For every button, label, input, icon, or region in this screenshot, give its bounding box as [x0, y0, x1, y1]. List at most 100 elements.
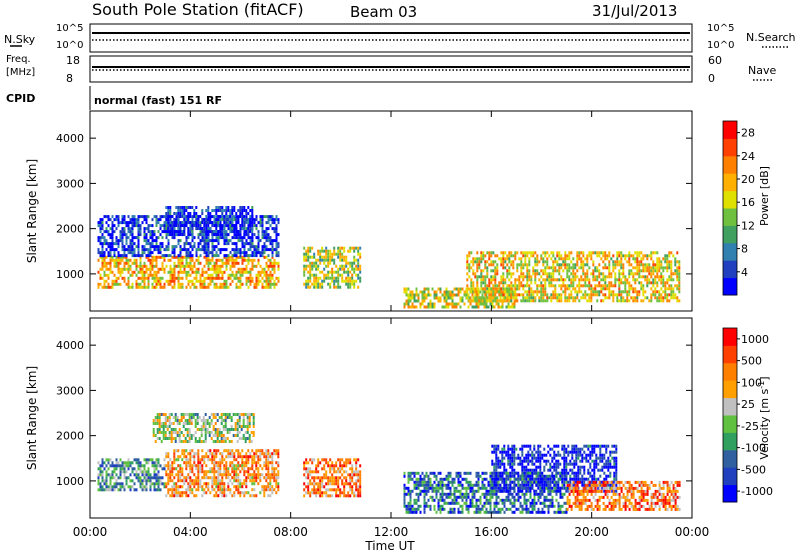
power-cell: [612, 263, 615, 267]
power-cell: [185, 206, 188, 209]
velocity-cell: [271, 458, 274, 462]
power-cell: [145, 239, 148, 243]
power-cell: [574, 290, 577, 294]
power-cell: [251, 258, 254, 262]
velocity-cell: [215, 482, 218, 486]
power-cell: [357, 252, 360, 256]
velocity-cell: [319, 491, 322, 495]
velocity-cell: [233, 455, 236, 459]
power-cell: [147, 215, 150, 219]
power-cell: [265, 264, 268, 268]
power-cell: [233, 273, 236, 277]
power-cell: [652, 272, 655, 276]
velocity-cell: [329, 464, 332, 468]
power-cell: [243, 215, 246, 218]
velocity-cell: [185, 467, 188, 471]
power-cell: [219, 206, 222, 209]
power-cell: [231, 227, 234, 230]
power-cell: [586, 260, 589, 264]
velocity-cell: [164, 416, 167, 419]
velocity-cell: [151, 476, 154, 480]
power-cell: [538, 278, 541, 282]
velocity-cell: [191, 491, 194, 495]
power-cell: [472, 263, 475, 267]
power-cell: [99, 230, 102, 234]
power-cell: [522, 251, 525, 255]
velocity-cell: [409, 498, 412, 502]
power-cell: [476, 260, 479, 264]
velocity-cell: [441, 480, 444, 484]
power-cell: [215, 233, 218, 236]
velocity-cell: [188, 422, 191, 425]
power-cell: [490, 260, 493, 264]
velocity-cell: [236, 419, 239, 422]
velocity-cell: [345, 464, 348, 468]
power-cell: [225, 209, 228, 212]
power-cell: [353, 249, 356, 253]
power-cell: [243, 258, 246, 262]
power-cell: [217, 248, 220, 252]
velocity-cell: [200, 434, 203, 437]
velocity-cell: [153, 485, 156, 489]
velocity-cell: [455, 489, 458, 493]
power-cell: [143, 270, 146, 274]
power-cell: [455, 305, 458, 309]
power-cell: [179, 254, 182, 258]
power-cell: [177, 218, 180, 221]
power-cell: [125, 255, 128, 259]
velocity-cell: [216, 431, 219, 434]
power-cell: [654, 266, 657, 270]
power-cell: [674, 257, 677, 261]
power-cell: [275, 245, 278, 249]
velocity-cell: [183, 449, 186, 453]
power-cell: [520, 275, 523, 279]
velocity-cell: [265, 476, 268, 480]
velocity-cell: [265, 455, 268, 459]
velocity-cell: [141, 488, 144, 492]
power-cell: [127, 248, 130, 252]
power-cell: [321, 246, 324, 250]
power-cell: [493, 305, 496, 309]
velocity-cell: [253, 494, 256, 498]
power-cell: [307, 279, 310, 283]
power-cell: [614, 275, 617, 279]
power-cell: [131, 261, 134, 265]
velocity-cell: [147, 473, 150, 477]
power-cell: [233, 276, 236, 280]
velocity-cell: [109, 485, 112, 489]
power-cell: [223, 285, 226, 289]
power-cell: [217, 221, 220, 224]
power-cell: [109, 258, 112, 262]
velocity-cell: [123, 470, 126, 474]
power-cell: [183, 218, 186, 221]
power-cell: [225, 233, 228, 236]
power-cell: [584, 257, 587, 261]
power-cell: [560, 278, 563, 282]
power-cell: [351, 279, 354, 283]
velocity-cell: [154, 416, 157, 419]
nsearch-tick-top: 10^5: [707, 23, 734, 34]
power-cell: [247, 261, 250, 265]
velocity-cell: [162, 431, 165, 434]
power-plot-frame: [89, 110, 693, 312]
power-cell: [586, 299, 589, 303]
power-cell: [205, 261, 208, 265]
velocity-cell: [427, 504, 430, 508]
power-cell: [488, 296, 491, 300]
velocity-cell: [217, 482, 220, 486]
power-cell: [451, 305, 454, 309]
power-cell: [616, 254, 619, 258]
power-cell: [345, 264, 348, 268]
velocity-cell: [307, 470, 310, 474]
velocity-cell: [443, 501, 446, 505]
power-cell: [632, 287, 635, 291]
power-cell: [199, 248, 202, 252]
power-cell: [107, 273, 110, 277]
velocity-cell: [237, 449, 240, 453]
power-cell: [115, 227, 118, 231]
velocity-cell: [317, 482, 320, 486]
power-cell: [602, 299, 605, 303]
power-cell: [185, 273, 188, 277]
power-cell: [175, 212, 178, 215]
power-cell: [149, 230, 152, 234]
